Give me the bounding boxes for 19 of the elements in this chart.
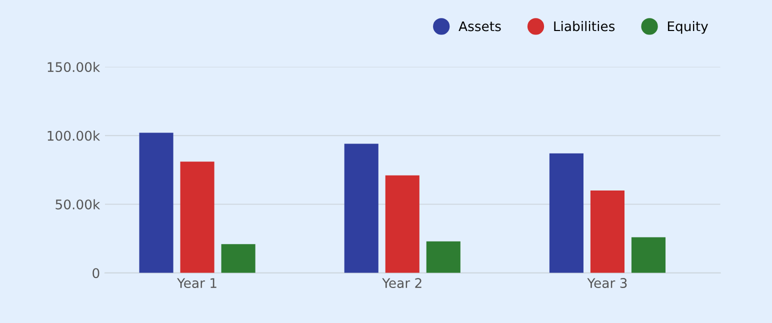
bar	[139, 132, 174, 273]
x-tick-label: Year 3	[587, 278, 627, 288]
bar	[549, 153, 584, 273]
bar	[426, 241, 460, 273]
legend-label: Liabilities	[554, 21, 615, 32]
x-tick-label: Year 1	[176, 278, 216, 288]
y-tick-label: 150.00k	[48, 62, 100, 72]
bar	[344, 144, 378, 273]
bar	[590, 190, 624, 273]
bar	[631, 237, 666, 273]
bar	[385, 175, 420, 273]
x-tick-label: Year 2	[382, 278, 422, 288]
y-tick-label: 0	[92, 268, 100, 278]
legend-label: Assets	[458, 21, 501, 32]
y-tick-label: 50.00k	[56, 199, 100, 210]
y-tick-label: 100.00k	[48, 130, 100, 141]
bar	[221, 244, 256, 273]
bar	[180, 162, 214, 273]
legend-label: Equity	[668, 21, 708, 34]
